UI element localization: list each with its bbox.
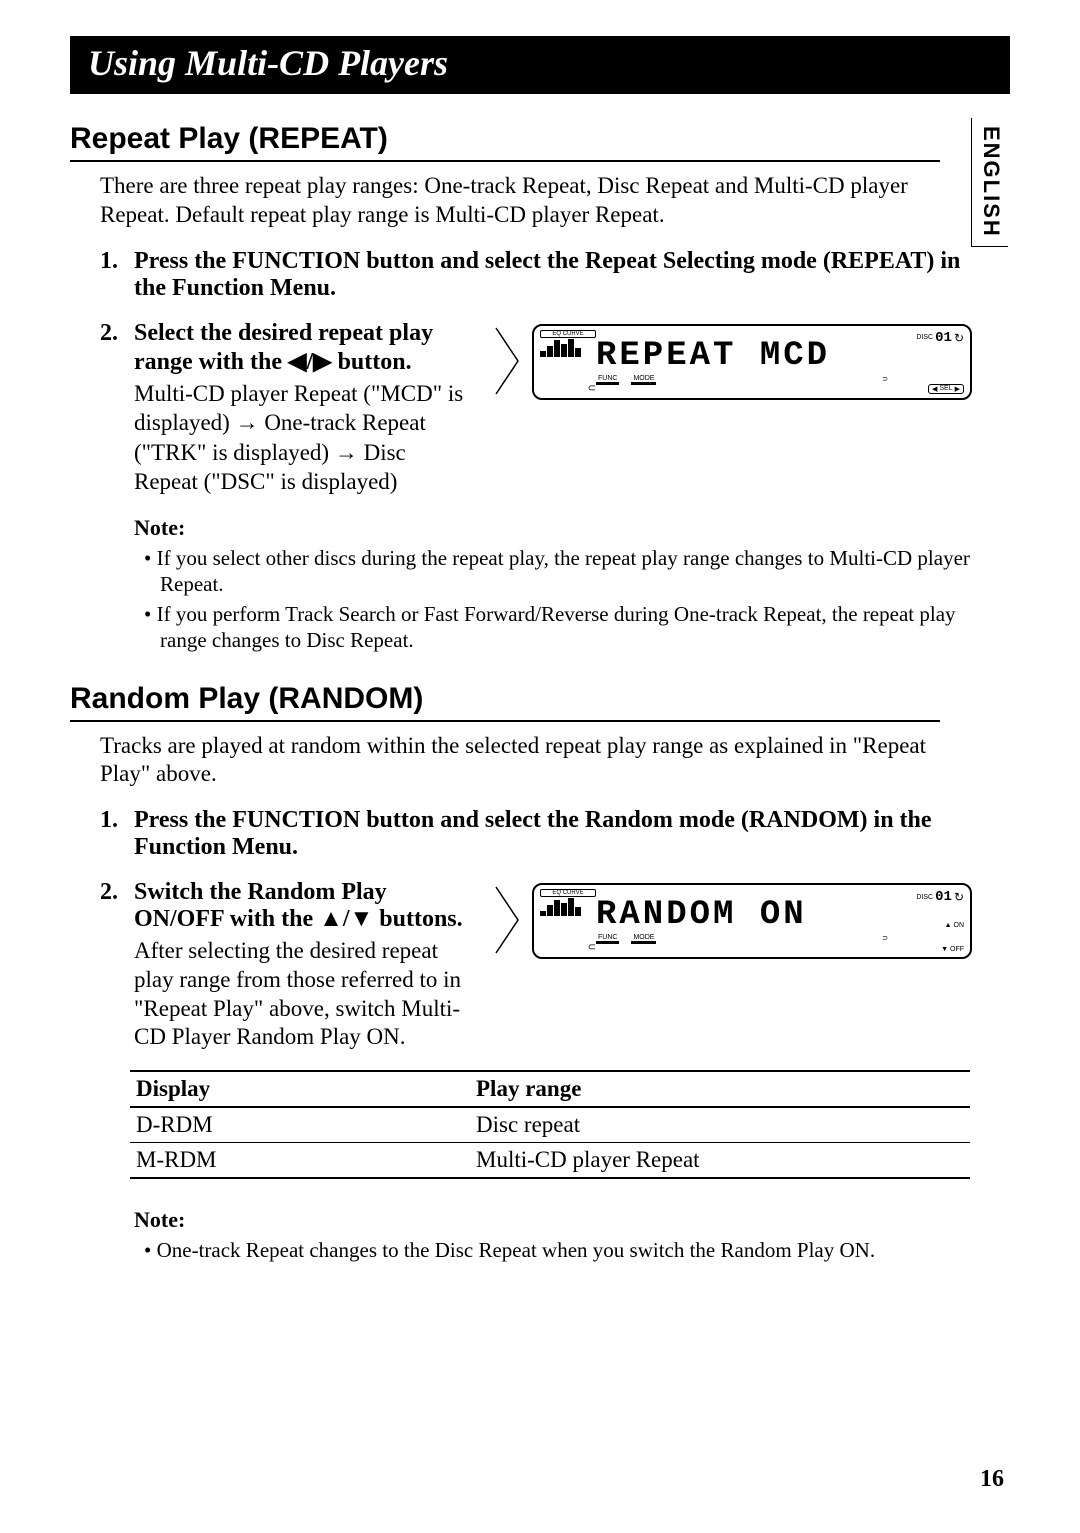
step-detail: After selecting the desired repeat play … — [134, 937, 470, 1052]
pointer-icon — [490, 885, 522, 955]
eq-bars-icon — [540, 898, 596, 916]
table-cell: Multi-CD player Repeat — [476, 1147, 964, 1173]
eq-label: EQ CURVE — [540, 889, 596, 897]
page-number: 16 — [980, 1466, 1004, 1493]
note-item: One-track Repeat changes to the Disc Rep… — [144, 1237, 974, 1263]
step-text: Press the FUNCTION button and select the… — [134, 248, 970, 302]
repeat-note-label: Note: — [134, 515, 1010, 541]
step-text: Switch the Random Play ON/OFF with the ▲… — [134, 879, 470, 933]
step-text: Press the FUNCTION button and select the… — [134, 807, 970, 861]
step-text: Select the desired repeat play range wit… — [134, 320, 470, 376]
random-note-label: Note: — [134, 1207, 1010, 1233]
table-row: D-RDM Disc repeat — [130, 1108, 970, 1143]
lcd-mode: MODE — [631, 934, 656, 944]
eq-label: EQ CURVE — [540, 330, 596, 338]
lcd-mode: MODE — [631, 375, 656, 385]
step-number: 2. — [100, 320, 134, 497]
table-header-display: Display — [136, 1076, 476, 1102]
eq-bars-icon — [540, 339, 596, 357]
step-detail: Multi-CD player Repeat ("MCD" is display… — [134, 380, 470, 497]
lcd-main-text: REPEAT MCD — [596, 339, 890, 373]
loop-icon: ↻ — [954, 331, 964, 345]
random-step-2-row: 2. Switch the Random Play ON/OFF with th… — [100, 879, 1010, 1052]
table-cell: M-RDM — [136, 1147, 476, 1173]
repeat-heading: Repeat Play (REPEAT) — [70, 122, 940, 162]
repeat-step-1: 1. Press the FUNCTION button and select … — [100, 248, 970, 302]
pointer-icon — [490, 326, 522, 396]
repeat-step-2-row: 2. Select the desired repeat play range … — [100, 320, 1010, 497]
table-cell: D-RDM — [136, 1112, 476, 1138]
lcd-repeat: EQ CURVE ⊂ REPEAT MCD FUNC MODE ⊃ — [532, 324, 972, 400]
language-tab: ENGLISH — [971, 118, 1008, 247]
lcd-func: FUNC — [596, 934, 619, 944]
loop-icon: ↻ — [954, 890, 964, 904]
repeat-intro: There are three repeat play ranges: One-… — [100, 172, 940, 230]
lcd-disc-label: DISC — [916, 894, 933, 901]
repeat-notes: If you select other discs during the rep… — [144, 545, 974, 654]
step-number: 2. — [100, 879, 134, 1052]
lcd-off: OFF — [950, 946, 964, 953]
lcd-disc-num: 01 — [935, 889, 952, 905]
lcd-main-text: RANDOM ON — [596, 898, 890, 932]
step-number: 1. — [100, 807, 134, 861]
repeat-display-illustration: EQ CURVE ⊂ REPEAT MCD FUNC MODE ⊃ — [490, 324, 972, 400]
table-header-row: Display Play range — [130, 1070, 970, 1108]
random-step-1: 1. Press the FUNCTION button and select … — [100, 807, 970, 861]
table-cell: Disc repeat — [476, 1112, 964, 1138]
lcd-random: EQ CURVE ⊂ RANDOM ON FUNC MODE ⊃ — [532, 883, 972, 959]
table-row: M-RDM Multi-CD player Repeat — [130, 1143, 970, 1179]
random-intro: Tracks are played at random within the s… — [100, 732, 940, 790]
lcd-on: ON — [954, 922, 965, 929]
note-item: If you perform Track Search or Fast Forw… — [144, 601, 974, 654]
random-notes: One-track Repeat changes to the Disc Rep… — [144, 1237, 974, 1263]
page-title-bar: Using Multi-CD Players — [70, 36, 1010, 94]
random-heading: Random Play (RANDOM) — [70, 682, 940, 722]
random-display-illustration: EQ CURVE ⊂ RANDOM ON FUNC MODE ⊃ — [490, 883, 972, 959]
random-table: Display Play range D-RDM Disc repeat M-R… — [130, 1070, 970, 1179]
table-header-range: Play range — [476, 1076, 964, 1102]
lcd-sel: ◀SEL▶ — [928, 384, 964, 394]
lcd-disc-label: DISC — [916, 334, 933, 341]
step-number: 1. — [100, 248, 134, 302]
lcd-func: FUNC — [596, 375, 619, 385]
note-item: If you select other discs during the rep… — [144, 545, 974, 598]
lcd-disc-num: 01 — [935, 330, 952, 346]
